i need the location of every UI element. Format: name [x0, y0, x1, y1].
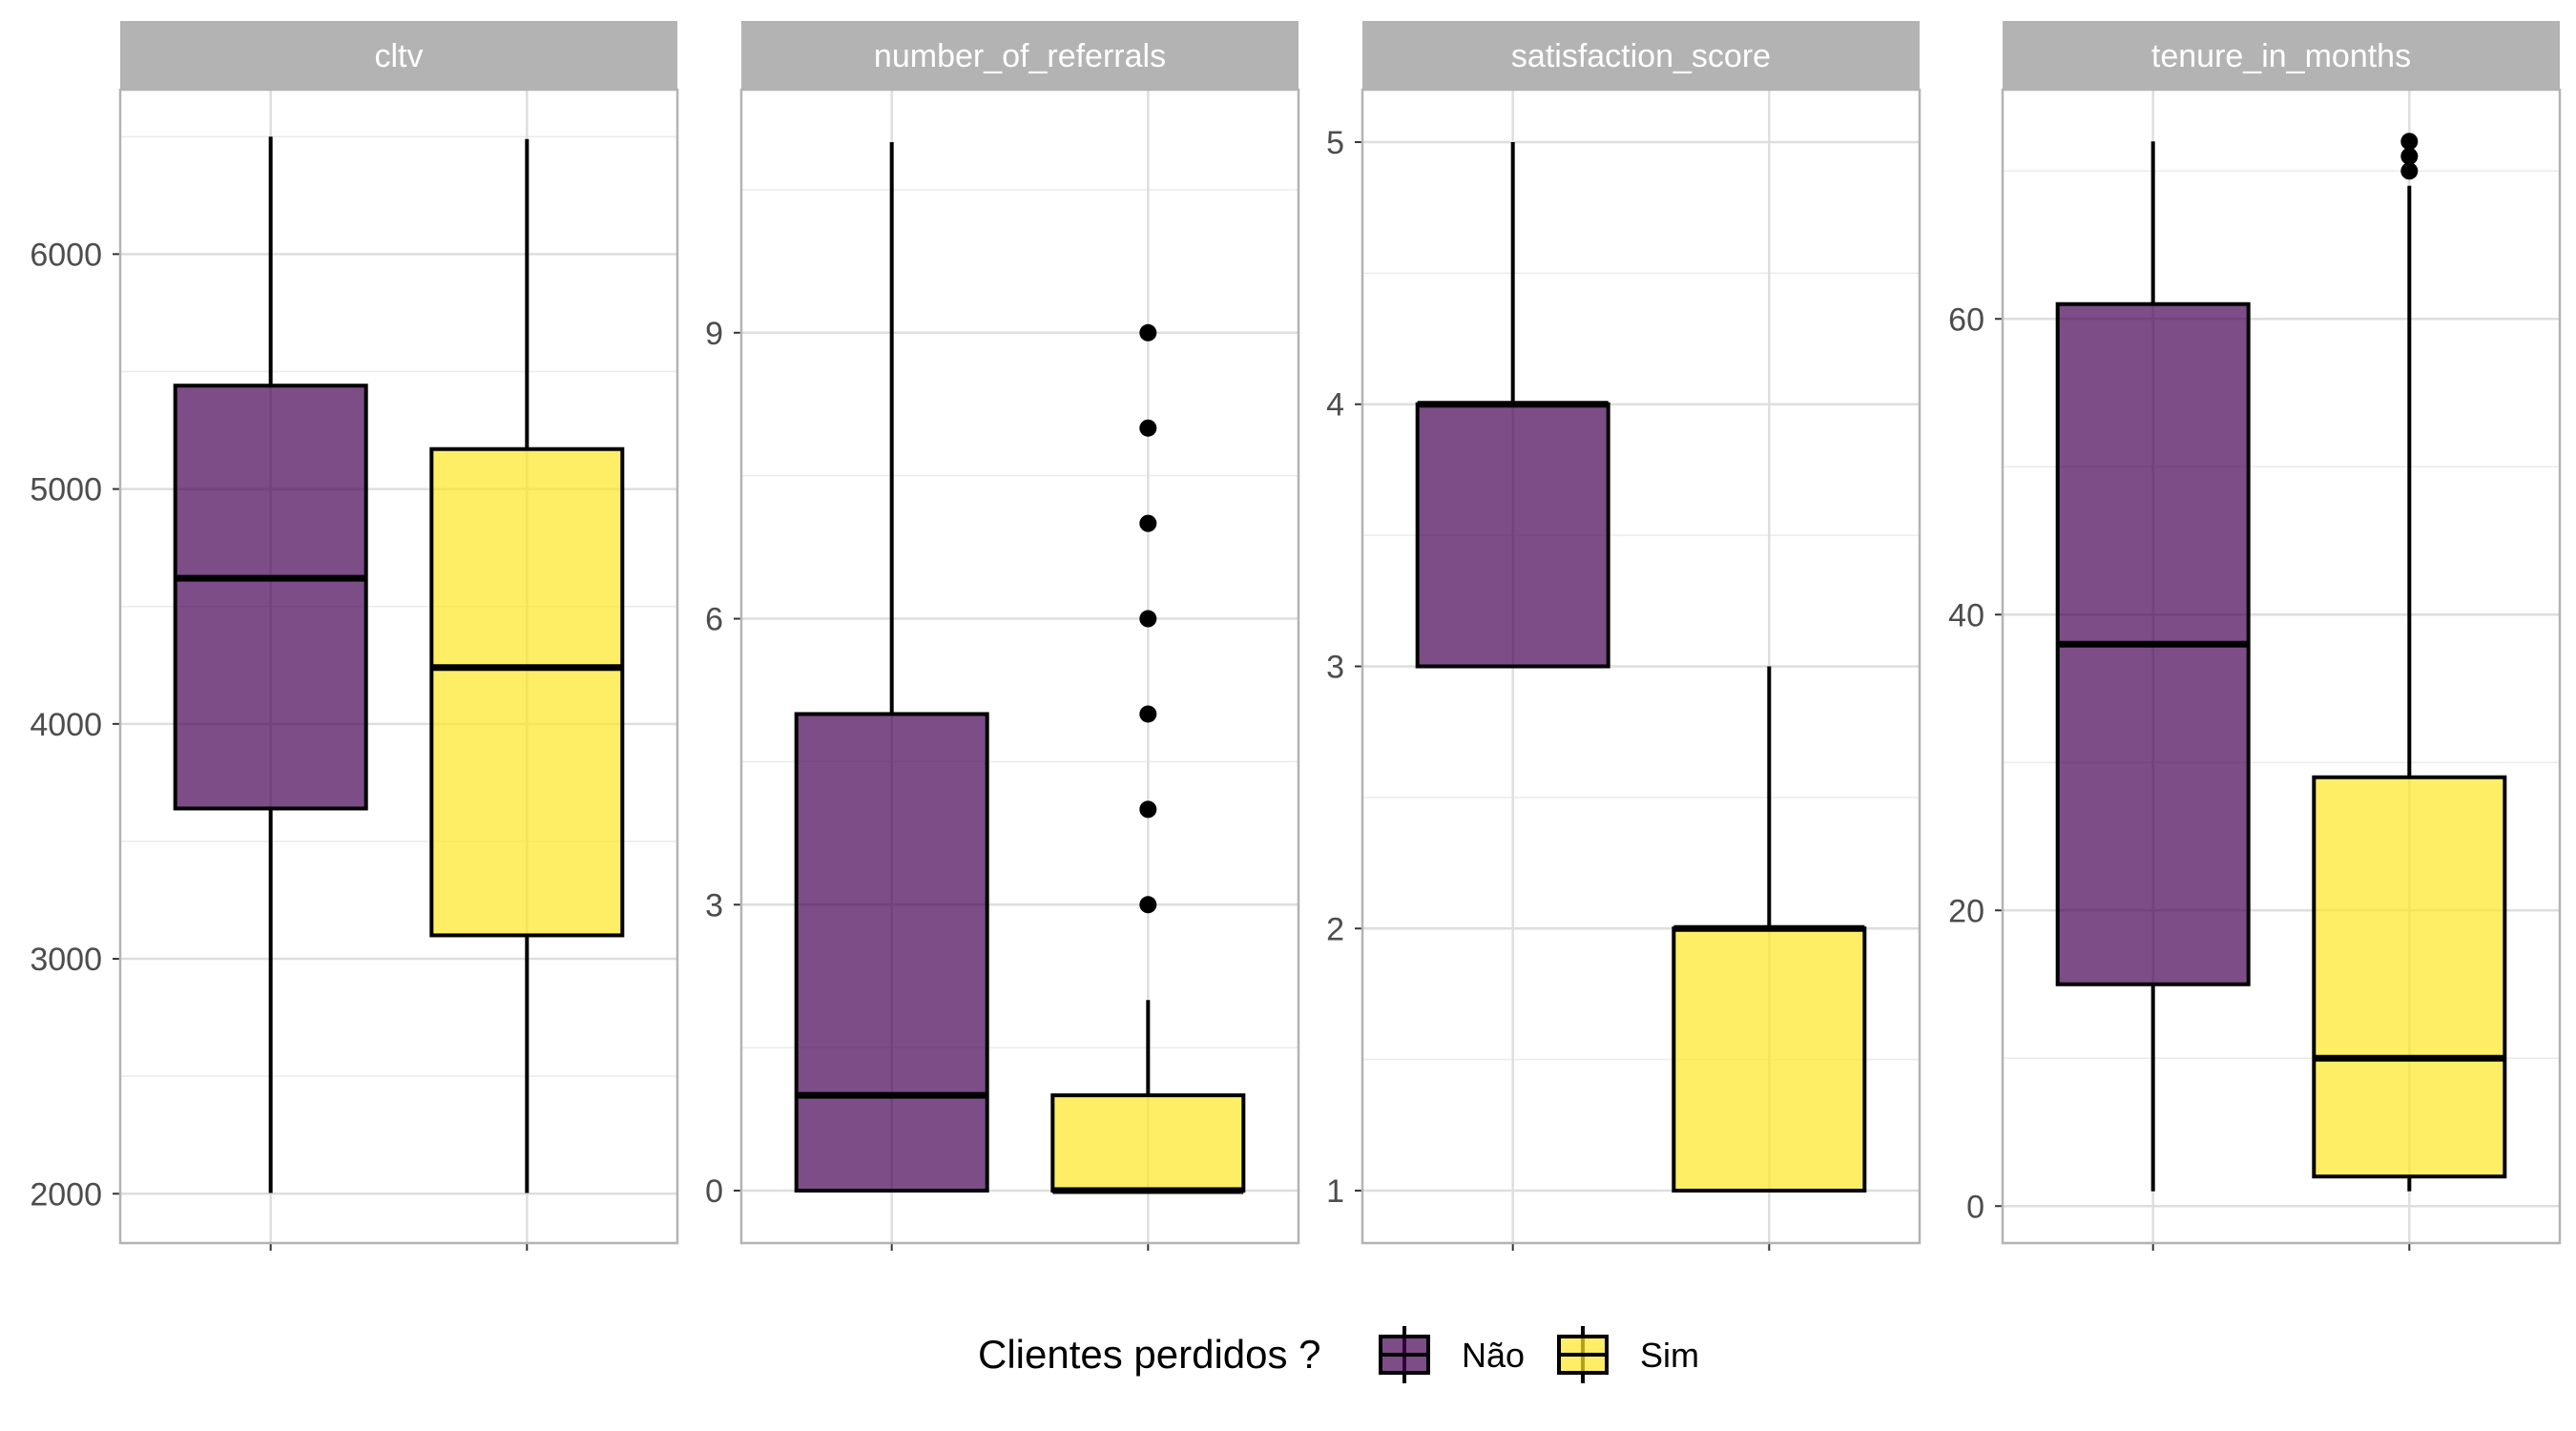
y-tick-label: 6 [705, 602, 723, 638]
legend-label: Sim [1640, 1336, 1699, 1375]
box-iqr [1050, 1093, 1246, 1193]
facet-panel-number-of-referrals: number_of_referrals 0 3 6 9 [705, 21, 1300, 1251]
y-tick-label: 4 [1326, 387, 1344, 424]
outlier-point [2400, 162, 2419, 180]
panel-border [1361, 88, 1922, 1245]
y-tick-label: 60 [1948, 301, 1984, 338]
box-iqr [2312, 775, 2507, 1179]
facet-title: satisfaction_score [1511, 38, 1771, 74]
panel-border [118, 88, 679, 1245]
box-sim [1050, 323, 1246, 1194]
y-tick-label: 2000 [30, 1176, 102, 1213]
panel-border [739, 88, 1300, 1245]
legend-key-sim: Sim [1557, 1326, 1699, 1383]
box-iqr [173, 384, 368, 811]
legend: Clientes perdidos ? Não Sim [978, 1326, 1699, 1383]
y-tick-label: 3000 [30, 942, 102, 978]
facet-panel-cltv: cltv 2000 3000 4000 5000 6000 [30, 21, 679, 1251]
outlier-point [1139, 896, 1157, 914]
y-tick-label: 40 [1948, 597, 1984, 633]
box-nao [173, 136, 368, 1193]
y-tick-label: 5 [1326, 125, 1344, 161]
y-tick-label: 3 [1326, 650, 1344, 686]
outlier-point [1139, 419, 1157, 437]
y-tick-label: 1 [1326, 1173, 1344, 1210]
y-tick-label: 0 [1966, 1189, 1984, 1225]
facet-title: number_of_referrals [874, 38, 1166, 74]
box-nao [794, 141, 989, 1193]
facet-panel-tenure-in-months: tenure_in_months 0 20 40 60 [1948, 21, 2562, 1251]
y-tick-label: 6000 [30, 237, 102, 273]
outlier-point [1139, 610, 1157, 628]
y-tick-label: 3 [705, 887, 723, 923]
legend-title: Clientes perdidos ? [978, 1332, 1321, 1377]
panel-border [2001, 88, 2562, 1245]
y-tick-label: 4000 [30, 707, 102, 743]
legend-label: Não [1462, 1336, 1525, 1375]
box-sim [429, 138, 625, 1193]
box-sim [2312, 133, 2507, 1192]
box-iqr [1672, 926, 1867, 1193]
box-iqr [794, 712, 989, 1193]
outlier-point [1139, 800, 1157, 819]
y-tick-label: 5000 [30, 472, 102, 508]
legend-key-nao: Não [1379, 1326, 1525, 1383]
facet-strip [120, 21, 677, 90]
facet-strip [2003, 21, 2560, 90]
outlier-point [1139, 514, 1157, 532]
y-tick-label: 0 [705, 1173, 723, 1210]
outlier-point [2400, 147, 2419, 165]
y-tick-label: 2 [1326, 911, 1344, 947]
outlier-point [2400, 133, 2419, 151]
outlier-point [1139, 705, 1157, 723]
facet-panels: cltv20003000400050006000number_of_referr… [30, 21, 2562, 1251]
facet-panel-satisfaction-score: satisfaction_score 1 2 3 4 5 [1326, 21, 1922, 1251]
facet-title: cltv [375, 38, 424, 74]
outlier-point [1139, 323, 1157, 342]
box-nao [2055, 141, 2251, 1192]
legend-keys: Não Sim [1379, 1326, 1699, 1383]
facet-title: tenure_in_months [2151, 38, 2411, 74]
facet-strip [1362, 21, 1920, 90]
y-tick-label: 9 [705, 316, 723, 352]
facet-strip [741, 21, 1298, 90]
y-tick-label: 20 [1948, 893, 1984, 929]
box-sim [1672, 666, 1867, 1193]
box-iqr [1415, 402, 1610, 669]
box-iqr [429, 446, 625, 938]
box-nao [1415, 141, 1610, 669]
